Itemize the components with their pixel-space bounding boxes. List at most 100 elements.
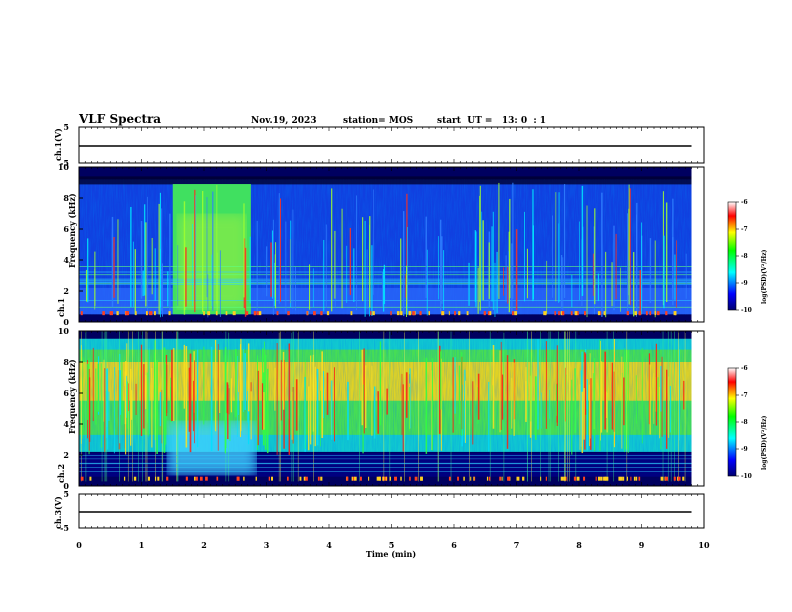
low-freq-burst xyxy=(166,476,169,481)
low-freq-burst xyxy=(473,476,475,481)
low-freq-burst xyxy=(199,476,203,481)
station-label: station= MOS xyxy=(343,116,414,126)
low-freq-burst xyxy=(605,476,609,481)
ch1-spectrogram-ylabel: Frequency (kHz) xyxy=(67,193,77,268)
low-freq-burst xyxy=(400,311,403,316)
low-freq-burst xyxy=(603,476,606,481)
low-freq-burst xyxy=(420,476,423,481)
ch1-spectrogram-channel-label: ch.1 xyxy=(56,298,66,317)
colorbar-tick-label: -8 xyxy=(741,419,748,426)
low-freq-burst xyxy=(457,476,459,481)
low-freq-burst xyxy=(408,311,412,316)
ytick-label: 10 xyxy=(58,162,70,172)
colorbar-scale xyxy=(727,367,737,477)
low-freq-burst xyxy=(305,476,308,481)
low-freq-burst xyxy=(207,311,211,316)
ytick-label: 5 xyxy=(63,489,69,499)
low-freq-burst xyxy=(385,476,387,481)
low-freq-burst xyxy=(414,476,418,481)
low-freq-burst xyxy=(205,476,208,481)
low-freq-burst xyxy=(574,311,578,316)
xtick-label: 8 xyxy=(576,540,582,550)
low-freq-burst xyxy=(604,476,607,481)
low-freq-burst xyxy=(306,311,308,316)
low-freq-burst xyxy=(320,476,323,481)
ch1-voltage-panel: 5 -5 xyxy=(60,122,705,168)
low-freq-burst xyxy=(379,476,381,481)
low-freq-burst xyxy=(299,476,302,481)
low-freq-burst xyxy=(135,311,137,316)
ch1-colorbar: -6 -7 -8 -9 -10 log(PSD)(V²/Hz) xyxy=(727,199,768,314)
low-freq-burst xyxy=(351,476,353,481)
ch3-voltage-ylabel: ch.3(V) xyxy=(53,496,63,529)
low-freq-burst xyxy=(346,476,349,481)
low-freq-burst xyxy=(595,476,597,481)
low-freq-burst xyxy=(145,311,148,316)
low-freq-burst xyxy=(677,476,681,481)
low-freq-burst xyxy=(147,476,150,481)
ch1-voltage-frame xyxy=(78,126,705,164)
start-time-label: start UT = 13: 0 : 1 xyxy=(437,116,547,126)
low-freq-burst xyxy=(109,311,112,316)
ytick-label: 6 xyxy=(63,224,69,234)
low-freq-burst xyxy=(673,476,676,481)
low-freq-burst xyxy=(123,476,126,481)
xtick-label: 5 xyxy=(389,540,395,550)
colorbar-tick-label: -6 xyxy=(741,365,748,372)
low-freq-burst xyxy=(626,311,629,316)
ytick-label: 0 xyxy=(63,317,69,327)
low-freq-burst xyxy=(268,476,270,481)
low-frequency-band xyxy=(79,287,692,315)
low-freq-burst xyxy=(245,311,249,316)
low-freq-burst xyxy=(390,311,392,316)
colorbar-tick-label: -7 xyxy=(741,226,748,233)
low-freq-burst xyxy=(630,476,632,481)
low-freq-burst xyxy=(458,311,461,316)
low-freq-burst xyxy=(674,311,677,316)
xtick-label: 4 xyxy=(326,540,332,550)
low-freq-burst xyxy=(507,476,510,481)
low-freq-burst xyxy=(372,311,375,316)
xtick-label: 1 xyxy=(139,540,145,550)
low-freq-burst xyxy=(645,311,648,316)
low-freq-burst xyxy=(516,476,520,481)
colorbar-label: log(PSD)(V²/Hz) xyxy=(761,415,768,470)
xtick-label: 7 xyxy=(514,540,520,550)
low-freq-burst xyxy=(216,476,219,481)
low-freq-burst xyxy=(126,311,130,316)
date-label: Nov.19, 2023 xyxy=(251,116,317,126)
chart-title: VLF Spectra xyxy=(79,112,162,126)
low-freq-burst xyxy=(512,311,514,316)
ch2-spectrogram-channel-label: ch.2 xyxy=(56,464,66,483)
xtick-label: 9 xyxy=(639,540,645,550)
low-freq-burst xyxy=(545,311,547,316)
low-freq-burst xyxy=(255,476,257,481)
low-freq-burst xyxy=(563,476,566,481)
low-freq-burst xyxy=(153,311,156,316)
low-freq-burst xyxy=(354,476,357,481)
low-freq-burst xyxy=(203,311,205,316)
ytick-label: 2 xyxy=(63,286,69,296)
low-freq-burst xyxy=(352,476,355,481)
low-freq-burst xyxy=(665,311,668,316)
low-freq-burst xyxy=(89,476,92,481)
low-freq-burst xyxy=(409,476,411,481)
low-freq-burst xyxy=(111,311,113,316)
low-freq-burst xyxy=(448,476,451,481)
low-freq-burst xyxy=(603,311,606,316)
ytick-label: 6 xyxy=(63,388,69,398)
low-freq-burst xyxy=(326,311,330,316)
low-freq-burst xyxy=(271,476,274,481)
low-freq-burst xyxy=(287,311,290,316)
ch2-colorbar: -6 -7 -8 -9 -10 log(PSD)(V²/Hz) xyxy=(727,365,768,480)
low-freq-burst xyxy=(412,311,415,316)
low-freq-burst xyxy=(370,311,372,316)
low-freq-burst xyxy=(638,476,641,481)
time-axis-label: Time (min) xyxy=(366,549,416,559)
low-freq-burst xyxy=(501,476,503,481)
low-freq-burst xyxy=(487,311,490,316)
colorbar-scale xyxy=(727,201,737,311)
low-freq-burst xyxy=(489,311,492,316)
low-freq-burst xyxy=(649,311,652,316)
low-freq-burst xyxy=(633,476,636,481)
